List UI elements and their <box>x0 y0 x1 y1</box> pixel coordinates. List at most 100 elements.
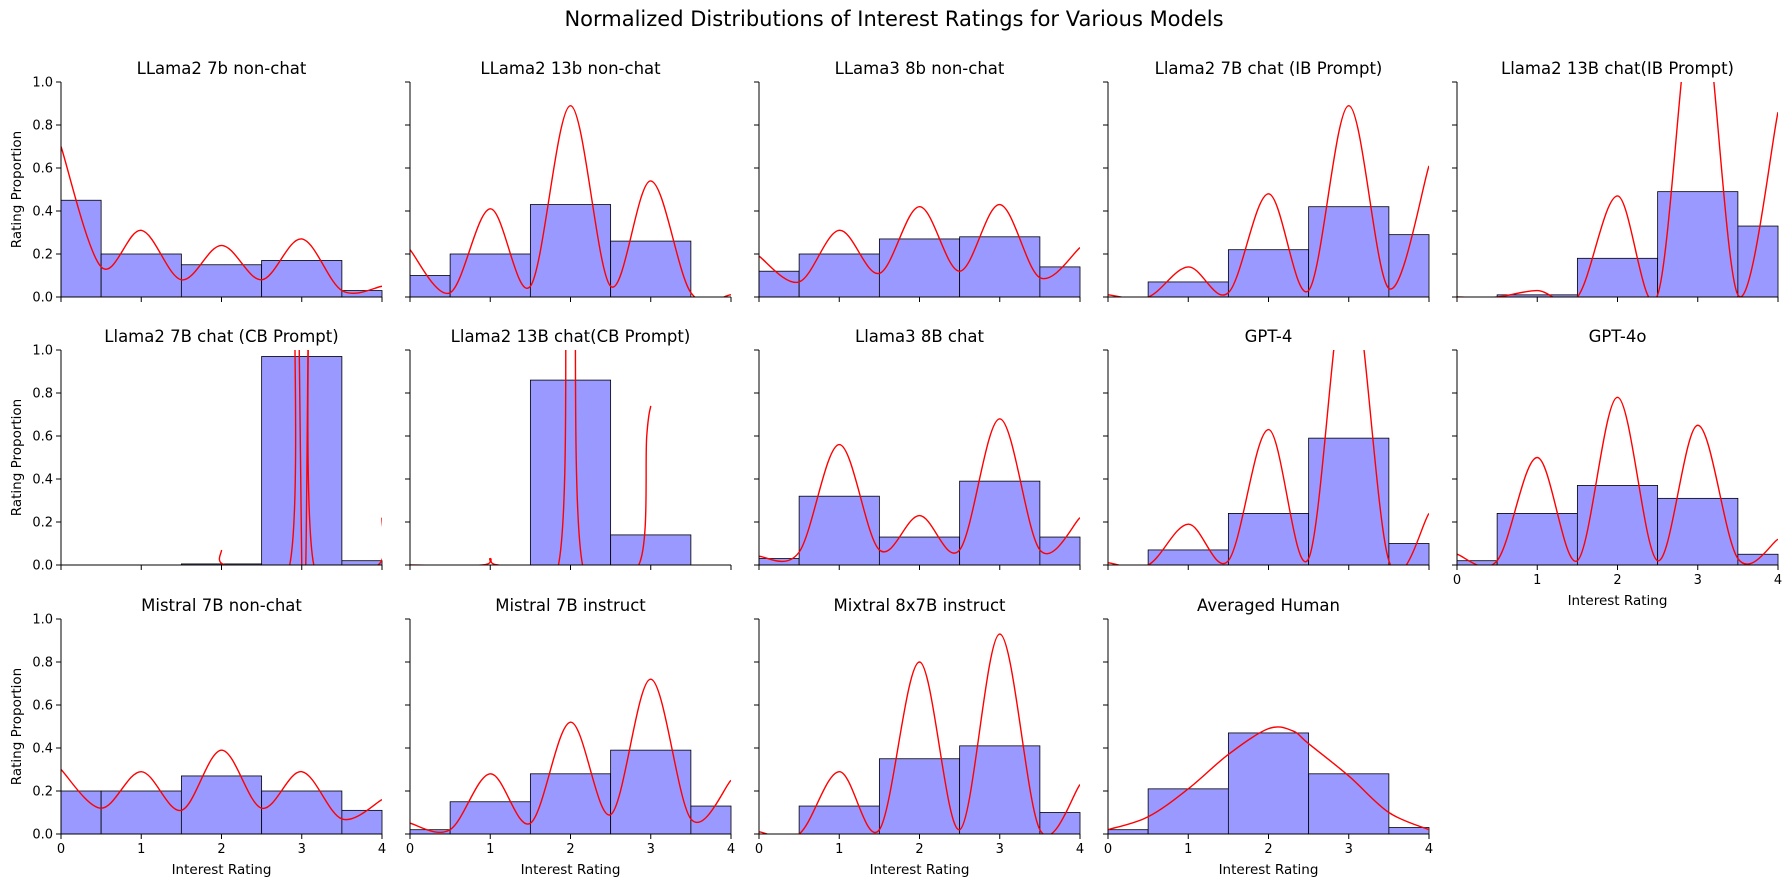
x-tick-label: 4 <box>1076 842 1084 857</box>
y-tick-label: 0.6 <box>32 162 53 177</box>
histogram-bar <box>60 790 102 835</box>
subplot-title: GPT-4o <box>1589 327 1647 346</box>
kde-curve <box>1457 82 1778 297</box>
histogram-bar <box>529 379 612 566</box>
histogram-bar <box>180 264 263 298</box>
y-tick-label: 1.0 <box>32 344 53 359</box>
x-tick-label: 0 <box>406 842 414 857</box>
histogram-bar <box>1308 773 1390 835</box>
subplot-7: Llama2 13B chat(CB Prompt) <box>405 327 732 570</box>
x-tick-label: 1 <box>486 842 494 857</box>
y-tick-label: 1.0 <box>32 613 53 628</box>
histogram-bar <box>959 745 1041 835</box>
subplot-title: Mixtral 8x7B instruct <box>834 596 1007 615</box>
y-tick-label: 0.8 <box>32 656 53 671</box>
kde-curve <box>759 203 1080 283</box>
y-tick-label: 0.8 <box>32 119 53 134</box>
histogram-bar <box>1039 266 1081 298</box>
x-tick-label: 2 <box>915 842 923 857</box>
x-tick-label: 1 <box>1184 842 1192 857</box>
figure-suptitle: Normalized Distributions of Interest Rat… <box>564 7 1223 31</box>
subplot-title: Llama2 13B chat(CB Prompt) <box>451 327 691 346</box>
x-tick-label: 3 <box>1345 842 1353 857</box>
y-tick-label: 0.2 <box>32 785 53 800</box>
y-tick-label: 0.6 <box>32 430 53 445</box>
histogram-bar <box>261 260 343 298</box>
histogram-bar <box>529 204 612 298</box>
histogram-bar <box>798 495 880 566</box>
histogram-bar <box>1657 191 1739 298</box>
histogram-bar <box>341 560 383 566</box>
subplot-9: GPT-4 <box>1103 327 1430 570</box>
subplot-8: Llama3 8B chat <box>754 327 1081 570</box>
y-tick-label: 0.2 <box>32 248 53 263</box>
subplot-title: LLama2 13b non-chat <box>480 59 661 78</box>
histogram-bar <box>1147 788 1229 835</box>
histogram-bar <box>1107 829 1149 835</box>
histogram-bar <box>1496 513 1578 566</box>
x-axis-label: Interest Rating <box>1219 862 1319 878</box>
subplot-6: 0.0 0.2 0.4 0.6 0.8 1.0 Llama2 7B chat (CB Pro… <box>9 327 383 574</box>
x-tick-label: 3 <box>1694 573 1702 588</box>
subplot-3: LLama3 8b non-chat <box>754 59 1081 302</box>
histogram-bar <box>878 536 961 566</box>
histogram-bar <box>261 790 343 835</box>
x-axis-label: Interest Rating <box>870 862 970 878</box>
x-tick-label: 0 <box>1104 842 1112 857</box>
y-axis-label: Rating Proportion <box>9 399 25 516</box>
histogram-bar <box>959 236 1041 298</box>
subplot-12: 0 1 2 3 4 Mistral 7B instruct Interest Rating <box>405 596 735 878</box>
histogram-bar <box>690 805 732 835</box>
y-tick-label: 0.8 <box>32 387 53 402</box>
subplot-title: Llama3 8B chat <box>855 327 985 346</box>
histogram-bar <box>610 534 692 566</box>
histogram-bar <box>529 773 612 835</box>
histogram-bar <box>798 805 880 835</box>
histogram-bar <box>1308 437 1390 566</box>
subplot-13: 0 1 2 3 4 Mixtral 8x7B instruct Interest Ratin… <box>754 596 1084 878</box>
x-tick-label: 3 <box>996 842 1004 857</box>
y-tick-label: 0.4 <box>32 473 53 488</box>
histogram-bar <box>1576 485 1659 566</box>
histogram-bar <box>1388 234 1430 298</box>
histogram-bar <box>180 775 263 835</box>
kde-curve <box>61 749 382 821</box>
x-tick-label: 1 <box>1533 573 1541 588</box>
x-tick-label: 0 <box>755 842 763 857</box>
subplot-11: 0 1 2 3 4 0.0 0.2 0.4 0.6 0.8 1.0 Mistral 7B non-ch… <box>9 596 386 878</box>
x-tick-label: 3 <box>298 842 306 857</box>
histogram-bar <box>1657 497 1739 566</box>
x-tick-label: 2 <box>566 842 574 857</box>
histogram-bar <box>1227 732 1310 835</box>
histogram-bar <box>60 199 102 298</box>
x-tick-label: 2 <box>217 842 225 857</box>
x-axis-label: Interest Rating <box>172 862 272 878</box>
y-tick-label: 1.0 <box>32 76 53 91</box>
kde-curve <box>759 418 1080 563</box>
subplot-title: GPT-4 <box>1245 327 1293 346</box>
kde-curve <box>1457 396 1778 565</box>
kde-curve <box>1108 104 1429 297</box>
subplot-title: LLama3 8b non-chat <box>835 59 1005 78</box>
x-tick-label: 1 <box>137 842 145 857</box>
histogram-bar <box>878 758 961 835</box>
y-tick-label: 0.0 <box>32 291 53 306</box>
kde-curve <box>218 350 382 565</box>
histogram-bar <box>1147 281 1229 298</box>
y-tick-label: 0.0 <box>32 828 53 843</box>
kde-curve <box>1108 726 1429 831</box>
subplot-title: Llama2 7B chat (IB Prompt) <box>1155 59 1383 78</box>
subplot-title: Llama2 13B chat(IB Prompt) <box>1501 59 1734 78</box>
histogram-bar <box>1227 249 1310 298</box>
y-tick-label: 0.6 <box>32 699 53 714</box>
x-tick-label: 3 <box>647 842 655 857</box>
subplot-4: Llama2 7B chat (IB Prompt) <box>1103 59 1430 302</box>
x-tick-label: 0 <box>57 842 65 857</box>
subplot-1: 0.0 0.2 0.4 0.6 0.8 1.0 LLama2 7b non-chat Rati… <box>9 59 383 306</box>
x-axis-label: Interest Rating <box>1568 593 1668 609</box>
kde-curve <box>759 633 1080 834</box>
kde-curve <box>1108 350 1429 565</box>
histogram-bar <box>1308 206 1390 298</box>
y-axis-label: Rating Proportion <box>9 668 25 785</box>
